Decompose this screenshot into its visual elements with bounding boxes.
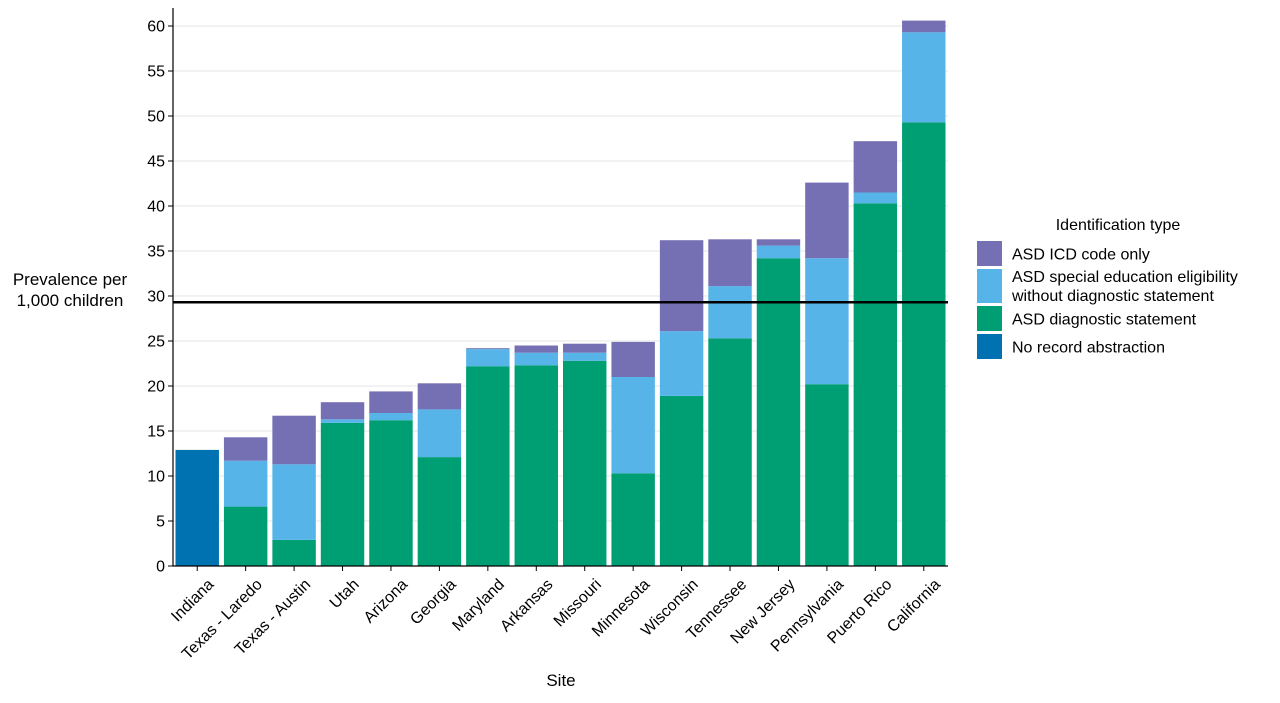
bar-segment	[320, 402, 365, 420]
bar-segment	[369, 391, 413, 413]
legend-swatch	[977, 269, 1002, 303]
bar-segment	[563, 343, 607, 353]
bar-segment	[514, 345, 558, 353]
legend-label: No record abstraction	[1012, 340, 1165, 357]
bar-segment	[708, 239, 752, 287]
bar-segment	[223, 506, 268, 566]
y-tick-label: 25	[147, 334, 165, 351]
legend-label: ASD diagnostic statement	[1012, 312, 1197, 329]
y-tick-label: 20	[147, 379, 165, 396]
x-category-label: Arkansas	[497, 576, 556, 635]
bar-segment	[708, 286, 752, 339]
bar-segment	[417, 409, 462, 458]
bar-segment	[369, 420, 413, 566]
legend-title: Identification type	[1056, 217, 1181, 234]
bar-segment	[272, 415, 316, 465]
x-category-label: California	[884, 576, 944, 636]
y-tick-label: 40	[147, 199, 165, 216]
bar-segment	[853, 203, 898, 567]
y-tick-label: 5	[156, 514, 165, 531]
bar-segment	[466, 349, 510, 367]
bar-segment	[853, 192, 898, 204]
x-category-label: Arizona	[361, 576, 411, 626]
bar-segment	[853, 141, 898, 193]
bar-segment	[466, 348, 510, 350]
bar-segment	[611, 341, 655, 377]
bar-segment	[320, 419, 365, 423]
y-axis-title-line-1: Prevalence per	[13, 270, 128, 289]
bar-segment	[659, 395, 704, 566]
y-tick-label: 30	[147, 289, 165, 306]
axes	[172, 8, 948, 567]
y-tick-label: 0	[156, 559, 165, 576]
legend-swatch	[977, 306, 1002, 331]
bar-segment	[805, 182, 849, 259]
legend-swatch	[977, 334, 1002, 359]
bar-segment	[708, 338, 752, 566]
bar-segment	[272, 539, 316, 566]
x-axis-title: Site	[546, 671, 575, 690]
x-category-label: Utah	[327, 576, 363, 612]
bar-segment	[175, 449, 219, 566]
bar-segment	[756, 245, 801, 259]
bar-segment	[659, 331, 704, 396]
legend: Identification type ASD ICD code only ASD…	[977, 217, 1238, 359]
bar-segment	[223, 460, 268, 507]
legend-swatch	[977, 241, 1002, 266]
y-tick-label: 55	[147, 64, 165, 81]
bar-segment	[805, 384, 849, 566]
legend-label: without diagnostic statement	[1011, 288, 1214, 305]
bar-segment	[369, 413, 413, 421]
bar-segment	[563, 360, 607, 566]
y-tick-label: 10	[147, 469, 165, 486]
legend-label: ASD ICD code only	[1012, 247, 1150, 264]
y-axis-title-line-2: 1,000 children	[17, 291, 124, 310]
bar-segment	[756, 258, 801, 566]
bar-segment	[417, 383, 462, 410]
bar-segment	[611, 377, 655, 474]
bar-segment	[902, 122, 946, 567]
bar-segment	[805, 258, 849, 385]
y-tick-label: 35	[147, 244, 165, 261]
y-tick-label: 45	[147, 154, 165, 171]
bar-segment	[563, 352, 607, 361]
bar-segment	[514, 352, 558, 366]
bar-segment	[466, 366, 510, 566]
bar-segment	[659, 240, 704, 332]
x-category-label: Indiana	[168, 576, 217, 625]
bar-segment	[417, 457, 462, 566]
bar-segment	[902, 32, 946, 123]
bar-segment	[902, 20, 946, 33]
y-tick-label: 60	[147, 19, 165, 36]
bar-segment	[223, 437, 268, 461]
y-tick-labels: 0 5 10 15 20 25 30 35 40 45 50 55 60	[147, 19, 173, 576]
bar-segment	[272, 464, 316, 540]
legend-label: ASD special education eligibility	[1012, 269, 1238, 286]
bar-segment	[756, 239, 801, 246]
bar-segment	[320, 422, 365, 566]
y-tick-label: 15	[147, 424, 165, 441]
bar-segment	[611, 473, 655, 566]
bar-segment	[514, 365, 558, 566]
y-tick-label: 50	[147, 109, 165, 126]
bars	[175, 20, 946, 567]
